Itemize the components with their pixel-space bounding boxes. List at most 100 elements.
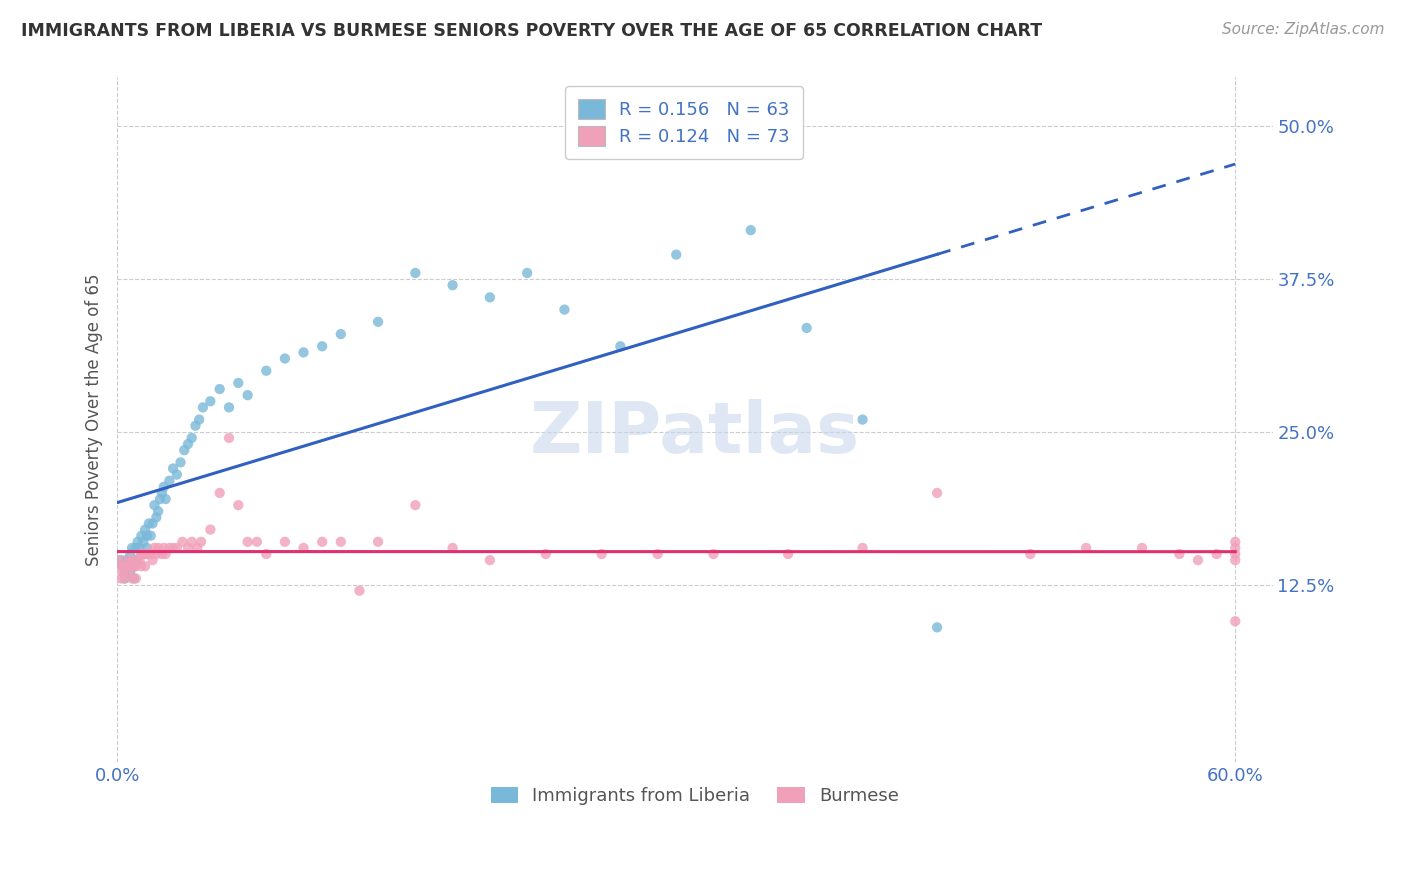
- Point: [162, 461, 184, 475]
- Point: [108, 553, 131, 567]
- Point: [1225, 553, 1247, 567]
- Point: [143, 498, 166, 512]
- Legend: Immigrants from Liberia, Burmese: Immigrants from Liberia, Burmese: [482, 778, 908, 814]
- Point: [188, 412, 211, 426]
- Point: [115, 553, 138, 567]
- Point: [1168, 547, 1191, 561]
- Point: [120, 547, 142, 561]
- Text: IMMIGRANTS FROM LIBERIA VS BURMESE SENIORS POVERTY OVER THE AGE OF 65 CORRELATIO: IMMIGRANTS FROM LIBERIA VS BURMESE SENIO…: [21, 22, 1042, 40]
- Point: [1019, 547, 1042, 561]
- Point: [157, 541, 180, 555]
- Point: [292, 345, 315, 359]
- Point: [143, 541, 166, 555]
- Point: [148, 541, 170, 555]
- Point: [236, 534, 259, 549]
- Point: [1187, 553, 1209, 567]
- Point: [180, 431, 202, 445]
- Point: [111, 559, 134, 574]
- Point: [702, 547, 724, 561]
- Point: [1130, 541, 1153, 555]
- Point: [740, 223, 762, 237]
- Point: [441, 278, 464, 293]
- Point: [142, 516, 165, 531]
- Point: [155, 491, 177, 506]
- Point: [274, 534, 297, 549]
- Point: [117, 553, 139, 567]
- Point: [184, 418, 207, 433]
- Point: [139, 547, 162, 561]
- Point: [404, 266, 426, 280]
- Point: [478, 290, 501, 304]
- Point: [553, 302, 575, 317]
- Point: [191, 401, 214, 415]
- Point: [149, 491, 172, 506]
- Point: [169, 455, 191, 469]
- Point: [367, 534, 389, 549]
- Point: [117, 566, 139, 580]
- Text: Source: ZipAtlas.com: Source: ZipAtlas.com: [1222, 22, 1385, 37]
- Point: [186, 541, 208, 555]
- Point: [311, 339, 333, 353]
- Point: [851, 412, 873, 426]
- Point: [157, 474, 180, 488]
- Point: [110, 553, 132, 567]
- Point: [226, 498, 249, 512]
- Point: [139, 529, 162, 543]
- Point: [131, 547, 153, 561]
- Point: [125, 553, 148, 567]
- Point: [177, 437, 200, 451]
- Point: [609, 339, 631, 353]
- Point: [851, 541, 873, 555]
- Point: [145, 510, 167, 524]
- Point: [114, 559, 136, 574]
- Point: [665, 247, 688, 261]
- Point: [114, 566, 136, 580]
- Point: [122, 559, 145, 574]
- Point: [404, 498, 426, 512]
- Point: [134, 547, 156, 561]
- Point: [131, 559, 153, 574]
- Point: [120, 559, 142, 574]
- Point: [218, 401, 240, 415]
- Point: [150, 486, 173, 500]
- Point: [134, 523, 156, 537]
- Point: [311, 534, 333, 549]
- Point: [190, 534, 212, 549]
- Point: [329, 534, 352, 549]
- Point: [208, 486, 231, 500]
- Point: [136, 547, 159, 561]
- Point: [927, 620, 949, 634]
- Point: [134, 559, 156, 574]
- Point: [226, 376, 249, 390]
- Point: [138, 516, 160, 531]
- Point: [125, 572, 148, 586]
- Point: [1225, 547, 1247, 561]
- Point: [127, 553, 149, 567]
- Point: [1225, 534, 1247, 549]
- Point: [274, 351, 297, 366]
- Point: [776, 547, 799, 561]
- Point: [1225, 614, 1247, 628]
- Point: [121, 553, 143, 567]
- Point: [128, 541, 150, 555]
- Point: [142, 553, 165, 567]
- Point: [208, 382, 231, 396]
- Point: [148, 504, 170, 518]
- Point: [115, 559, 138, 574]
- Point: [131, 529, 153, 543]
- Point: [128, 553, 150, 567]
- Point: [121, 541, 143, 555]
- Point: [254, 364, 277, 378]
- Point: [367, 315, 389, 329]
- Point: [111, 566, 134, 580]
- Point: [155, 547, 177, 561]
- Point: [927, 486, 949, 500]
- Point: [131, 547, 153, 561]
- Point: [441, 541, 464, 555]
- Point: [132, 547, 155, 561]
- Point: [1225, 541, 1247, 555]
- Point: [534, 547, 557, 561]
- Point: [152, 480, 174, 494]
- Point: [172, 534, 194, 549]
- Point: [122, 572, 145, 586]
